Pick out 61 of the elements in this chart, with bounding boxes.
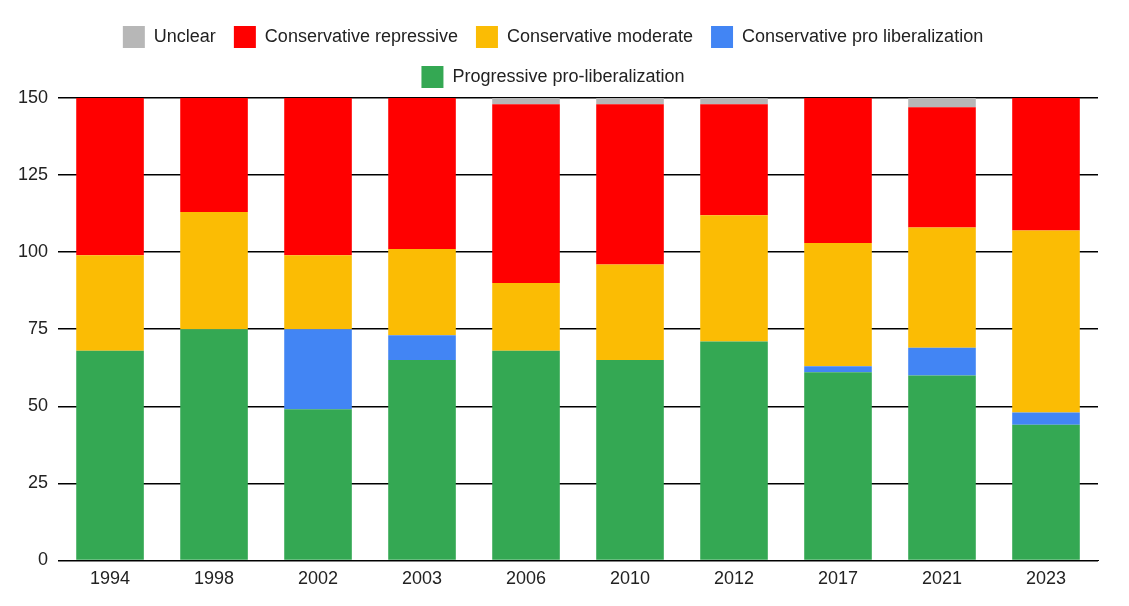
bar [388,98,456,250]
legend-label: Conservative pro liberalization [742,25,984,46]
bar [908,98,976,108]
y-tick-label: 100 [17,241,49,262]
x-tick-label: 2021 [921,568,963,589]
bar [804,372,872,560]
bar [492,282,560,351]
bar [908,347,976,376]
x-tick-label: 2010 [609,568,651,589]
bar [700,341,768,560]
y-tick-label: 150 [17,86,49,107]
bar [388,335,456,361]
bar [388,360,456,560]
bar [492,104,560,283]
bar [596,264,664,361]
bar [76,255,144,351]
bar [596,104,664,265]
x-tick-label: 2017 [817,568,859,589]
bar [284,255,352,330]
bar [908,227,976,348]
bar [284,409,352,560]
bar [180,212,248,330]
bar [908,375,976,560]
y-tick-label: 125 [17,164,49,185]
bar [492,350,560,560]
bar [284,98,352,256]
y-tick-label: 0 [38,549,49,570]
x-tick-label: 1998 [194,568,235,589]
bar [908,107,976,228]
bar [1012,412,1080,425]
legend-label: Conservative repressive [264,25,458,46]
y-tick-label: 50 [28,395,49,416]
x-tick-label: 1994 [90,568,131,589]
bar [76,98,144,256]
bar [1012,424,1080,560]
bar [596,360,664,560]
bar [700,104,768,216]
bar [700,215,768,342]
x-tick-label: 2003 [402,568,443,589]
bar [180,329,248,560]
bar [76,350,144,560]
x-tick-label: 2023 [1025,568,1067,589]
bar [804,366,872,373]
bar [284,329,352,410]
bar [804,242,872,367]
bar [388,249,456,336]
bar [596,98,664,105]
x-tick-label: 2002 [298,568,339,589]
legend-label: Progressive pro-liberalization [452,65,685,86]
legend-label: Conservative moderate [506,25,694,46]
x-tick-label: 2006 [505,568,547,589]
bar [700,98,768,105]
bar [804,98,872,243]
bar [1012,230,1080,413]
x-tick-label: 2012 [713,568,755,589]
bar [180,98,248,213]
bar [492,98,560,105]
bar [1012,98,1080,231]
y-tick-label: 25 [28,472,49,493]
y-tick-label: 75 [28,318,49,339]
legend-label: Unclear [153,25,216,46]
